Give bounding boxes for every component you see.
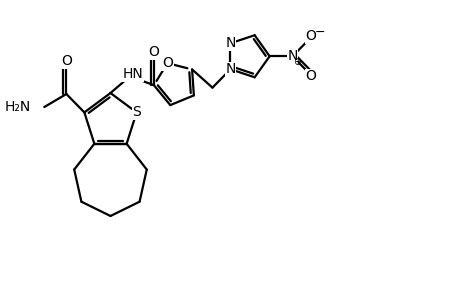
Text: O: O (305, 29, 316, 43)
Text: O: O (148, 45, 159, 59)
Text: S: S (132, 105, 140, 119)
Text: O: O (305, 69, 316, 83)
Text: N: N (225, 62, 235, 76)
Text: HN: HN (122, 67, 143, 81)
Text: O: O (162, 56, 173, 70)
Text: H₂N: H₂N (5, 100, 31, 114)
Text: −: − (314, 26, 325, 39)
Text: ⊕: ⊕ (293, 57, 301, 67)
Text: N: N (287, 49, 297, 63)
Text: O: O (61, 54, 72, 68)
Text: N: N (225, 36, 235, 50)
